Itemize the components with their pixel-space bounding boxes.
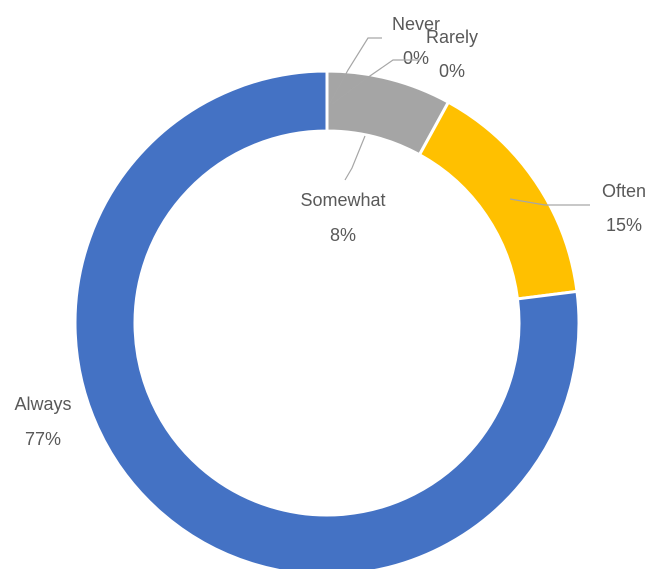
label-often: Often [602, 181, 646, 201]
value-never: 0% [403, 48, 429, 68]
value-often: 15% [606, 215, 642, 235]
label-rarely: Rarely [426, 27, 478, 47]
value-always: 77% [25, 429, 61, 449]
label-somewhat: Somewhat [300, 190, 385, 210]
slice-always [73, 69, 581, 569]
slice-often [417, 100, 579, 301]
label-never: Never [392, 14, 440, 34]
leader-line-often [509, 198, 590, 206]
leader-line-rarely [331, 59, 420, 105]
leader-line-never [329, 37, 382, 104]
leader-line-somewhat [344, 135, 366, 181]
label-always: Always [14, 394, 71, 414]
value-somewhat: 8% [330, 225, 356, 245]
value-rarely: 0% [439, 61, 465, 81]
